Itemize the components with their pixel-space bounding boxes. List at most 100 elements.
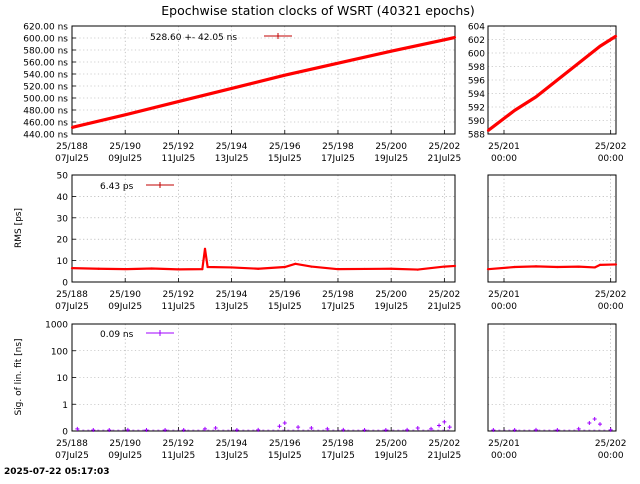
sig-xtick-label-top: 25/196 bbox=[269, 439, 301, 449]
clock-main-point bbox=[336, 62, 340, 65]
sig-xtick-label-bottom: 00:00 bbox=[491, 451, 517, 461]
clock-zoom-point bbox=[534, 95, 538, 98]
sig-main-point bbox=[442, 419, 447, 424]
rms-main-point bbox=[283, 265, 286, 269]
clock-xtick-label-bottom: 11Jul25 bbox=[162, 154, 196, 164]
sig-xtick-label-top: 25/202 bbox=[429, 439, 461, 449]
clock-main-point bbox=[70, 126, 74, 129]
clock-xtick-label-top: 25/198 bbox=[322, 142, 354, 152]
sig-ytick-label: 1 bbox=[62, 401, 68, 411]
sig-main-point bbox=[429, 426, 434, 431]
sig-xtick-label-bottom: 07Jul25 bbox=[55, 451, 89, 461]
sig-zoom-point bbox=[598, 422, 602, 427]
chart-layer: 440.00 ns 460.00 ns 480.00 ns 500.00 ns 520.… bbox=[14, 23, 627, 462]
rms-zoom-frame bbox=[487, 174, 617, 283]
sig-main-point bbox=[437, 423, 442, 428]
clock-zoom-ytick-label: 594 bbox=[468, 90, 485, 100]
rms-main-point bbox=[294, 262, 297, 265]
sig-main-point bbox=[202, 426, 207, 431]
sig-main-point bbox=[447, 425, 452, 430]
rms-xtick-label-bottom: 07Jul25 bbox=[55, 302, 89, 312]
sig-ylabel: Sig. of lin. fit [ns] bbox=[14, 338, 24, 415]
sig-ytick-label: 10 bbox=[57, 374, 69, 384]
clock-xtick-label-bottom: 17Jul25 bbox=[321, 154, 355, 164]
clock-zoom-ytick-label: 588 bbox=[468, 131, 485, 141]
rms-main-point bbox=[177, 268, 180, 271]
clock-xtick-label-top: 25/196 bbox=[269, 142, 301, 152]
clock-zoom-ytick-label: 602 bbox=[468, 36, 485, 46]
rms-xtick-label-top: 25/190 bbox=[109, 290, 141, 300]
clock-ytick-label: 480.00 ns bbox=[23, 107, 68, 117]
rms-main-point bbox=[363, 267, 366, 271]
sig-xtick-label-top: 25/198 bbox=[322, 439, 354, 449]
clock-ytick-label: 520.00 ns bbox=[23, 83, 68, 93]
clock-zoom-ytick-label: 600 bbox=[468, 50, 485, 60]
sig-main-point bbox=[282, 420, 287, 425]
sig-main-point bbox=[415, 425, 420, 430]
rms-main-point bbox=[201, 268, 204, 271]
clock-ytick-label: 620.00 ns bbox=[23, 23, 68, 33]
sig-zoom-point bbox=[592, 417, 597, 422]
rms-zoom-point bbox=[534, 265, 538, 268]
clock-main-point bbox=[453, 36, 457, 39]
rms-main-point bbox=[150, 267, 153, 270]
rms-ytick-label: 20 bbox=[57, 236, 69, 246]
clock-xtick-label-top: 25/202 bbox=[429, 142, 461, 152]
sig-xtick-label-bottom: 09Jul25 bbox=[108, 451, 142, 461]
rms-main-point bbox=[97, 267, 100, 270]
clock-xtick-label-top: 25/194 bbox=[216, 142, 248, 152]
clock-xtick-label-top: 25/200 bbox=[375, 142, 407, 152]
rms-main-point bbox=[443, 265, 446, 268]
rms-main-point bbox=[257, 267, 260, 270]
clock-xtick-label-bottom: 15Jul25 bbox=[268, 154, 302, 164]
sig-xtick-label-bottom: 11Jul25 bbox=[162, 451, 196, 461]
rms-zoom-point bbox=[577, 265, 580, 268]
rms-zoom-point bbox=[486, 268, 490, 271]
clock-xtick-label-top: 25/201 bbox=[488, 142, 520, 152]
rms-xtick-label-bottom: 00:00 bbox=[598, 302, 624, 312]
sig-main-frame bbox=[71, 323, 456, 432]
clock-xtick-label-bottom: 19Jul25 bbox=[374, 154, 408, 164]
clock-zoom-ytick-label: 596 bbox=[468, 77, 485, 87]
rms-xtick-label-bottom: 00:00 bbox=[491, 302, 517, 312]
rms-xtick-label-top: 25/202 bbox=[429, 290, 461, 300]
rms-xtick-label-top: 25/188 bbox=[56, 290, 88, 300]
sig-main-point bbox=[75, 426, 80, 431]
clock-xtick-label-bottom: 13Jul25 bbox=[215, 154, 249, 164]
clock-main-point bbox=[124, 113, 127, 116]
rms-xtick-label-top: 25/196 bbox=[269, 290, 301, 300]
sig-main-point bbox=[309, 425, 314, 430]
rms-main-point bbox=[230, 266, 233, 269]
clock-xtick-label-bottom: 09Jul25 bbox=[108, 154, 142, 164]
clock-ytick-label: 440.00 ns bbox=[23, 131, 68, 141]
sig-main-point bbox=[213, 425, 218, 430]
sig-xtick-label-bottom: 17Jul25 bbox=[321, 451, 355, 461]
sig-xtick-label-bottom: 15Jul25 bbox=[268, 451, 302, 461]
sig-main-point bbox=[296, 425, 301, 430]
sig-xtick-label-top: 25/190 bbox=[109, 439, 141, 449]
clock-ytick-label: 580.00 ns bbox=[23, 47, 68, 57]
rms-ytick-label: 40 bbox=[57, 193, 69, 203]
rms-xtick-label-top: 25/200 bbox=[375, 290, 407, 300]
sig-ytick-label: 1000 bbox=[45, 321, 68, 331]
clock-zoom-point bbox=[556, 78, 559, 82]
rms-zoom-series-line bbox=[487, 263, 617, 271]
clock-zoom-point bbox=[513, 109, 516, 112]
clock-main-point bbox=[390, 50, 393, 53]
clock-main-series-line bbox=[71, 35, 456, 129]
sig-xtick-label-top: 25/200 bbox=[375, 439, 407, 449]
rms-legend-text: 6.43 ps bbox=[100, 182, 134, 192]
clock-zoom-point bbox=[486, 129, 490, 132]
sig-xtick-label-bottom: 13Jul25 bbox=[215, 451, 249, 461]
rms-main-point bbox=[336, 268, 340, 271]
rms-zoom-point bbox=[556, 265, 559, 269]
sig-zoom-point bbox=[587, 420, 592, 425]
sig-main-point bbox=[277, 424, 282, 429]
clock-ytick-label: 540.00 ns bbox=[23, 71, 68, 81]
rms-main-point bbox=[124, 268, 127, 271]
rms-ylabel: RMS [ps] bbox=[14, 208, 24, 248]
rms-main-point bbox=[390, 267, 393, 270]
rms-xtick-label-top: 25/194 bbox=[216, 290, 248, 300]
clock-main-point bbox=[177, 100, 180, 103]
